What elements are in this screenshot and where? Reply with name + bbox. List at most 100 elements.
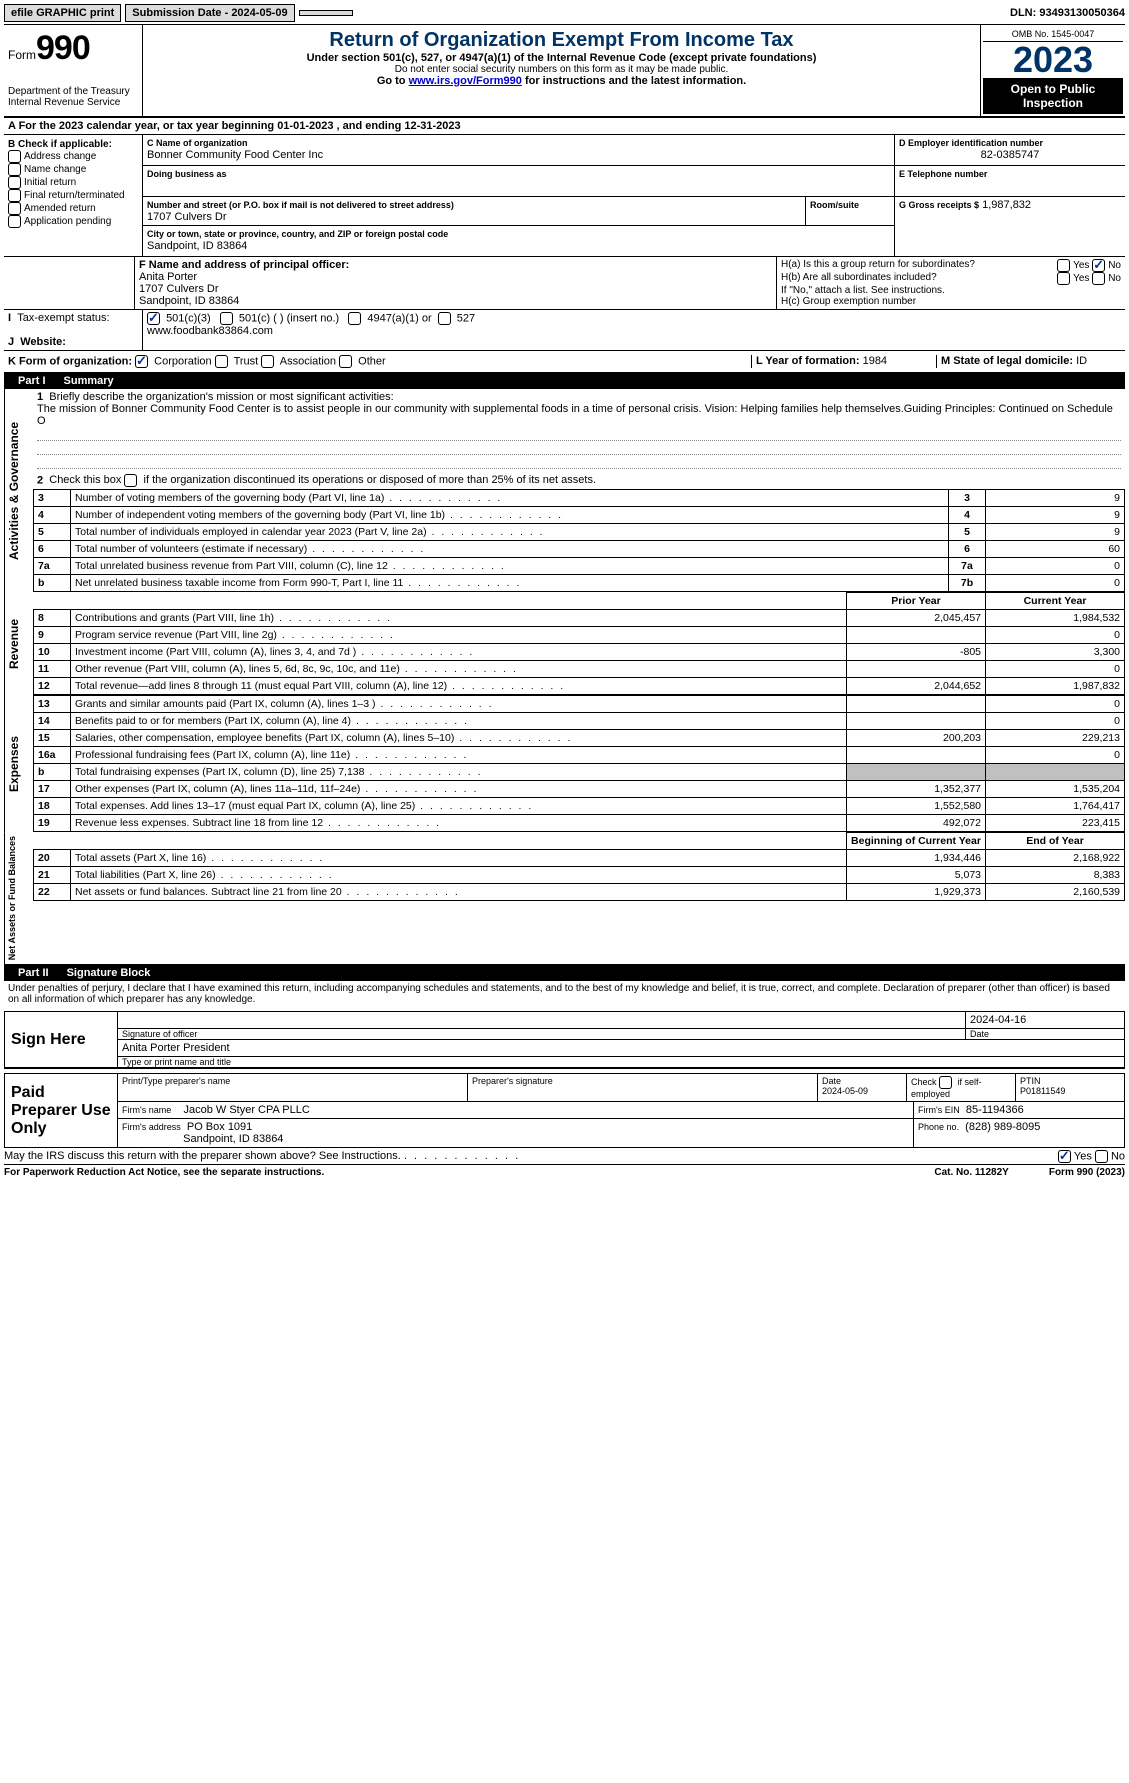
self-employed-checkbox[interactable] (939, 1076, 952, 1089)
gross-receipts-value: 1,987,832 (982, 199, 1031, 211)
firm-name: Jacob W Styer CPA PLLC (183, 1104, 309, 1116)
self-employed-check: Check if self-employed (907, 1074, 1016, 1101)
form-header: Form990 Department of the Treasury Inter… (4, 25, 1125, 118)
assoc-checkbox[interactable] (261, 355, 274, 368)
gross-receipts-label: G Gross receipts $ (899, 200, 979, 210)
revenue-table: Prior YearCurrent Year8Contributions and… (33, 592, 1125, 695)
vlabel-revenue: Revenue (4, 592, 33, 695)
form-number: Form990 (8, 29, 138, 68)
501c-checkbox[interactable] (220, 312, 233, 325)
discuss-line: May the IRS discuss this return with the… (4, 1148, 1125, 1164)
box-c: C Name of organization Bonner Community … (143, 135, 894, 256)
tax-exempt-label: Tax-exempt status: (17, 312, 109, 324)
efile-print-button[interactable]: efile GRAPHIC print (4, 4, 121, 22)
527-checkbox[interactable] (438, 312, 451, 325)
vlabel-expenses: Expenses (4, 695, 33, 832)
trust-checkbox[interactable] (215, 355, 228, 368)
officer-name: Anita Porter (139, 271, 197, 283)
m-value: ID (1076, 355, 1087, 367)
org-name: Bonner Community Food Center Inc (147, 149, 323, 161)
paid-preparer-section: Paid Preparer Use Only Print/Type prepar… (4, 1073, 1125, 1148)
website-value: www.foodbank83864.com (147, 325, 273, 337)
k-label: K Form of organization: (8, 355, 132, 367)
room-label: Room/suite (810, 200, 859, 210)
expenses-table: 13Grants and similar amounts paid (Part … (33, 695, 1125, 832)
final-return-checkbox[interactable] (8, 189, 21, 202)
org-name-label: C Name of organization (147, 138, 248, 148)
discuss-yes-checkbox[interactable] (1058, 1150, 1071, 1163)
section-a: A For the 2023 calendar year, or tax yea… (4, 118, 1125, 135)
paid-preparer-label: Paid Preparer Use Only (5, 1074, 118, 1147)
street-value: 1707 Culvers Dr (147, 211, 226, 223)
q1-label: Briefly describe the organization's miss… (49, 391, 393, 403)
officer-label: F Name and address of principal officer: (139, 259, 349, 271)
m-label: M State of legal domicile: (941, 355, 1073, 367)
firm-ein: 85-1194366 (966, 1104, 1024, 1116)
l-value: 1984 (863, 355, 887, 367)
goto-link-line: Go to www.irs.gov/Form990 for instructio… (147, 75, 976, 87)
form-subtitle: Under section 501(c), 527, or 4947(a)(1)… (147, 52, 976, 64)
irs-link[interactable]: www.irs.gov/Form990 (409, 75, 522, 87)
address-change-checkbox[interactable] (8, 150, 21, 163)
q2-label: Check this box if the organization disco… (49, 474, 596, 486)
sig-officer-label: Signature of officer (118, 1029, 965, 1039)
netassets-table: Beginning of Current YearEnd of Year20To… (33, 832, 1125, 901)
firm-phone: (828) 989-8095 (965, 1121, 1040, 1133)
mission-text: The mission of Bonner Community Food Cen… (37, 403, 1113, 427)
initial-return-checkbox[interactable] (8, 176, 21, 189)
501c3-checkbox[interactable] (147, 312, 160, 325)
ein-value: 82-0385747 (899, 149, 1121, 161)
officer-printed-name: Anita Porter President (118, 1040, 1124, 1057)
date-label: Date (965, 1029, 1124, 1039)
q2-checkbox[interactable] (124, 474, 137, 487)
preparer-date: 2024-05-09 (822, 1086, 868, 1096)
declaration-text: Under penalties of perjury, I declare th… (4, 981, 1125, 1007)
discuss-no-checkbox[interactable] (1095, 1150, 1108, 1163)
street-label: Number and street (or P.O. box if mail i… (147, 200, 454, 210)
topbar: efile GRAPHIC print Submission Date - 20… (4, 4, 1125, 25)
ha-no-checkbox[interactable] (1092, 259, 1105, 272)
vlabel-governance: Activities & Governance (4, 389, 33, 592)
box-d: D Employer identification number 82-0385… (894, 135, 1125, 256)
sign-here-label: Sign Here (5, 1012, 118, 1067)
officer-addr1: 1707 Culvers Dr (139, 283, 218, 295)
website-label: Website: (20, 336, 66, 348)
type-print-label: Type or print name and title (118, 1057, 1124, 1067)
part2-header: Part II Signature Block (4, 965, 1125, 981)
ha-yes-checkbox[interactable] (1057, 259, 1070, 272)
l-label: L Year of formation: (756, 355, 860, 367)
corp-checkbox[interactable] (135, 355, 148, 368)
application-pending-checkbox[interactable] (8, 215, 21, 228)
box-b: B Check if applicable: Address change Na… (4, 135, 143, 256)
hb-yes-checkbox[interactable] (1057, 272, 1070, 285)
h-c-label: H(c) Group exemption number (781, 296, 1121, 307)
dln: DLN: 93493130050364 (1010, 7, 1125, 19)
open-to-public: Open to Public Inspection (983, 78, 1123, 114)
firm-city: Sandpoint, ID 83864 (183, 1133, 283, 1145)
ptin-value: P01811549 (1020, 1086, 1065, 1096)
page-footer: For Paperwork Reduction Act Notice, see … (4, 1164, 1125, 1178)
sign-section: Sign Here 2024-04-16 Signature of office… (4, 1011, 1125, 1069)
ein-label: D Employer identification number (899, 138, 1043, 148)
part1-body: Activities & Governance 1 Briefly descri… (4, 389, 1125, 592)
sign-date: 2024-04-16 (965, 1012, 1124, 1028)
4947-checkbox[interactable] (348, 312, 361, 325)
governance-table: 3Number of voting members of the governi… (33, 489, 1125, 592)
vlabel-netassets: Net Assets or Fund Balances (4, 832, 33, 964)
tax-year: 2023 (983, 42, 1123, 78)
hb-no-checkbox[interactable] (1092, 272, 1105, 285)
city-label: City or town, state or province, country… (147, 229, 448, 239)
other-checkbox[interactable] (339, 355, 352, 368)
dept-treasury: Department of the Treasury Internal Reve… (8, 86, 138, 108)
dba-label: Doing business as (147, 169, 227, 179)
name-change-checkbox[interactable] (8, 163, 21, 176)
amended-return-checkbox[interactable] (8, 202, 21, 215)
city-value: Sandpoint, ID 83864 (147, 240, 247, 252)
part1-header: Part I Summary (4, 373, 1125, 389)
h-a-label: H(a) Is this a group return for subordin… (781, 259, 1057, 272)
h-b-note: If "No," attach a list. See instructions… (781, 285, 1121, 296)
submission-date: Submission Date - 2024-05-09 (125, 4, 294, 22)
telephone-label: E Telephone number (899, 169, 987, 179)
form-title: Return of Organization Exempt From Incom… (147, 29, 976, 52)
preparer-sig-label: Preparer's signature (468, 1074, 818, 1101)
